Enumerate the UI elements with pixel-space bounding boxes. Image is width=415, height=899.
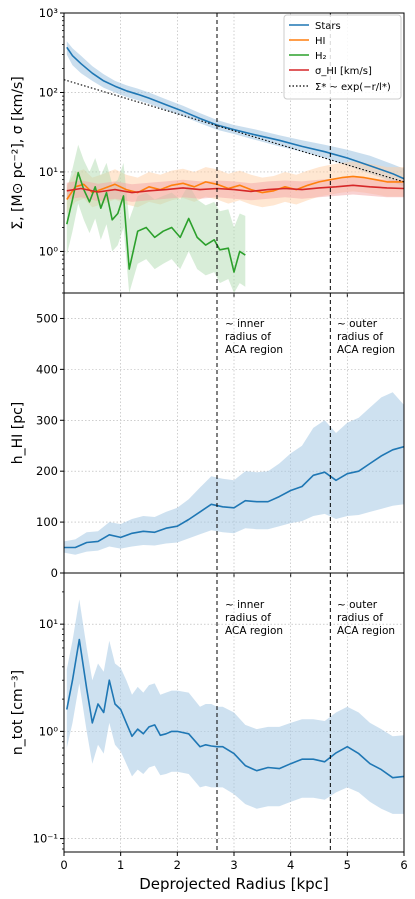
x-tick-label: 3	[230, 858, 237, 872]
y-axis-label: h_HI [pc]	[10, 402, 26, 465]
x-tick-label: 6	[400, 858, 407, 872]
x-tick-label: 2	[174, 858, 181, 872]
plot-area	[64, 392, 404, 555]
y-tick-label: 10³	[39, 6, 59, 20]
legend-label-h2: H₂	[315, 51, 327, 62]
y-tick-label: 100	[36, 515, 58, 529]
y-tick-label: 10²	[39, 85, 58, 99]
y-tick-label: 200	[36, 464, 58, 478]
y-axis-label: Σ, [M⊙ pc⁻²], σ [km/s]	[10, 76, 26, 229]
x-tick-label: 1	[117, 858, 124, 872]
y-axis-label: n_tot [cm⁻³]	[10, 670, 26, 755]
x-axis-label: Deprojected Radius [kpc]	[139, 875, 329, 893]
series-line-h-	[66, 171, 246, 273]
annotation-outer-line-1: ~ outer	[337, 599, 378, 611]
series-line--hi-km-s-	[66, 184, 404, 194]
annotation-inner-line-3: ACA region	[225, 625, 283, 637]
annotation-inner-panel-2: ~ inner radius of ACA region ~ outer rad…	[225, 599, 395, 637]
y-tick-label: 10⁰	[39, 724, 59, 738]
annotation-outer-line-2: radius of	[337, 612, 383, 624]
legend-frame	[283, 14, 402, 100]
band-h-hi	[64, 392, 404, 555]
legend-label-hi: HI	[315, 36, 325, 47]
y-tick-label: 300	[36, 413, 58, 427]
x-tick-label: 4	[287, 858, 294, 872]
y-tick-label: 10¹	[39, 617, 58, 631]
legend: Stars HI H₂ σ_HI [km/s] Σ* ~ exp(−r/l*)	[283, 14, 402, 100]
annotation-inner-line-1: ~ inner	[225, 599, 265, 611]
series-line-hi	[66, 175, 404, 200]
series-line-stars	[66, 46, 404, 180]
hi-scale-height-panel: 0 100 200 300 400 500 h_HI [pc]	[10, 292, 405, 580]
annotation-outer-line-2: radius of	[337, 331, 383, 343]
annotation-inner-line-2: radius of	[225, 331, 271, 343]
legend-label-sigma: σ_HI [km/s]	[315, 66, 372, 77]
series-line-n-tot	[66, 638, 404, 779]
legend-label-stars: Stars	[315, 21, 341, 32]
surface-density-panel: 10⁰ 10¹ 10² 10³ Σ, [M⊙ pc⁻²], σ [km/s]	[10, 6, 405, 297]
y-tick-label: 0	[51, 566, 58, 580]
annotation-outer-line-3: ACA region	[337, 344, 395, 356]
y-tick-label: 10¹	[39, 165, 58, 179]
annotation-inner-line-3: ACA region	[225, 344, 283, 356]
total-density-panel: 10⁻¹ 10⁰ 10¹ 0 1 2 3 4 5 6 n_tot [cm⁻³]	[10, 572, 408, 872]
annotation-inner-line-1: ~ inner	[225, 318, 265, 330]
y-tick-label: 10⁻¹	[33, 832, 58, 846]
plot-area	[64, 41, 404, 293]
annotation-inner-panel-1: ~ inner radius of ACA region ~ outer rad…	[225, 318, 395, 356]
plot-area	[66, 599, 404, 814]
legend-label-fit: Σ* ~ exp(−r/l*)	[315, 82, 391, 93]
y-tick-label: 400	[36, 362, 58, 376]
annotation-outer-line-3: ACA region	[337, 625, 395, 637]
x-tick-label: 0	[60, 858, 67, 872]
annotation-inner-line-2: radius of	[225, 612, 271, 624]
annotation-outer-line-1: ~ outer	[337, 318, 378, 330]
series-line-h-hi	[64, 445, 404, 549]
band-h-	[66, 144, 246, 293]
y-tick-label: 10⁰	[39, 244, 59, 258]
x-tick-label: 5	[344, 858, 351, 872]
y-tick-label: 500	[36, 311, 58, 325]
